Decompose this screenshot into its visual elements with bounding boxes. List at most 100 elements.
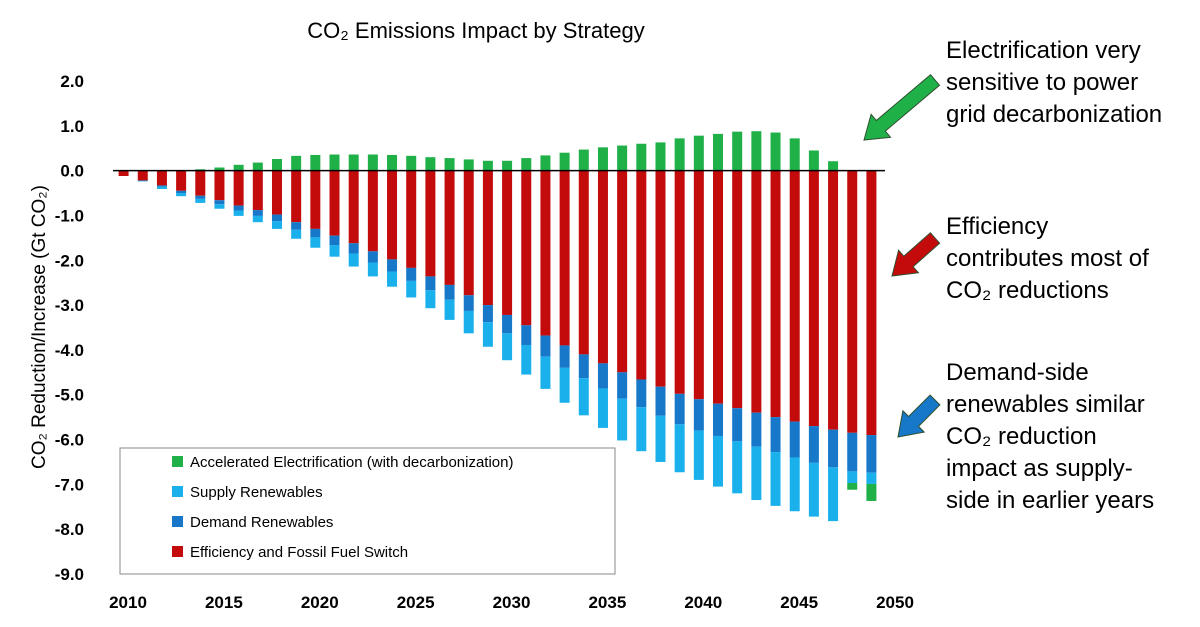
- annotation-electrification: Electrification very sensitive to power …: [946, 37, 1163, 128]
- bar-segment: [617, 170, 628, 373]
- bar-segment: [559, 170, 570, 346]
- y-tick-label: -7.0: [55, 475, 84, 494]
- x-tick-label: 2030: [493, 593, 531, 612]
- bar-segment: [770, 417, 781, 453]
- x-tick-label: 2045: [780, 593, 818, 612]
- bar-segment: [137, 170, 148, 181]
- bar-segment: [578, 354, 589, 379]
- bar-segment: [329, 245, 340, 257]
- bar-segment: [425, 276, 436, 291]
- bar-segment: [137, 180, 148, 182]
- bar-segment: [828, 467, 839, 522]
- bar-segment: [214, 204, 225, 209]
- bar-segment: [636, 143, 647, 171]
- bar-segment: [233, 164, 244, 171]
- bar-segment: [578, 149, 589, 171]
- bar-segment: [521, 344, 532, 375]
- bar-segment: [597, 388, 608, 428]
- bar-segment: [847, 471, 858, 484]
- y-tick-label: -1.0: [55, 206, 84, 225]
- bar-segment: [463, 310, 474, 334]
- bar-segment: [156, 170, 167, 186]
- bar-segment: [578, 170, 589, 355]
- bar-segment: [310, 170, 321, 229]
- legend-swatch: [172, 516, 183, 527]
- bar-segment: [693, 135, 704, 171]
- bar-segment: [367, 154, 378, 171]
- bar-segment: [866, 472, 877, 484]
- bar-segment: [329, 154, 340, 171]
- bar-segment: [732, 131, 743, 171]
- x-tick-label: 2040: [684, 593, 722, 612]
- bar-segment: [502, 314, 513, 334]
- bar-segment: [597, 363, 608, 389]
- bar-segment: [751, 412, 762, 447]
- bar-segment: [252, 170, 263, 211]
- y-tick-label: -5.0: [55, 386, 84, 405]
- x-tick-label: 2035: [588, 593, 626, 612]
- bar-segment: [636, 379, 647, 408]
- bar-segment: [367, 251, 378, 263]
- bar-segment: [348, 154, 359, 171]
- bar-segment: [655, 142, 666, 171]
- bar-segment: [713, 403, 724, 436]
- bar-segment: [808, 170, 819, 427]
- bar-segment: [118, 170, 129, 177]
- bar-segment: [770, 452, 781, 506]
- annotation-arrow-icon: [891, 232, 941, 277]
- bar-segment: [156, 186, 167, 190]
- x-tick-label: 2050: [876, 593, 914, 612]
- bar-segment: [463, 159, 474, 171]
- bar-segment: [847, 483, 858, 490]
- bar-segment: [367, 170, 378, 252]
- bar-segment: [559, 345, 570, 368]
- bar-segment: [828, 170, 839, 430]
- annotation-arrow-icon: [897, 394, 941, 438]
- bar-segment: [463, 295, 474, 311]
- bar-segment: [271, 214, 282, 222]
- bar-segment: [521, 158, 532, 171]
- bar-segment: [597, 147, 608, 171]
- bar-segment: [502, 160, 513, 171]
- bar-segment: [751, 170, 762, 413]
- bar-segment: [271, 170, 282, 215]
- bar-segment: [540, 155, 551, 171]
- bar-segment: [617, 398, 628, 441]
- bar-segment: [310, 228, 321, 238]
- y-tick-label: 0.0: [60, 162, 84, 181]
- bar-segment: [502, 333, 513, 361]
- bar-segment: [597, 170, 608, 364]
- bar-segment: [540, 356, 551, 389]
- bar-segment: [693, 430, 704, 480]
- bar-segment: [291, 155, 302, 171]
- bar-segment: [655, 170, 666, 387]
- bar-segment: [482, 160, 493, 171]
- bar-segment: [578, 378, 589, 416]
- x-tick-label: 2015: [205, 593, 243, 612]
- y-tick-label: -8.0: [55, 520, 84, 539]
- annotation-arrow-icon: [863, 73, 941, 141]
- bar-segment: [444, 284, 455, 300]
- bar-segment: [674, 393, 685, 425]
- bar-segment: [233, 205, 244, 211]
- bar-segment: [406, 155, 417, 171]
- bar-segment: [425, 157, 436, 171]
- legend-label: Accelerated Electrification (with decarb…: [190, 454, 514, 471]
- bar-segment: [617, 145, 628, 171]
- bar-segment: [713, 170, 724, 404]
- chart-title: CO₂ Emissions Impact by Strategy: [307, 18, 645, 43]
- legend-swatch: [172, 546, 183, 557]
- bar-segment: [482, 322, 493, 347]
- x-tick-label: 2020: [301, 593, 339, 612]
- bar-segment: [502, 170, 513, 315]
- bar-segment: [425, 170, 436, 277]
- bar-segment: [406, 267, 417, 281]
- bar-segment: [425, 290, 436, 309]
- bar-segment: [713, 133, 724, 171]
- bar-segment: [808, 462, 819, 517]
- bar-segment: [732, 170, 743, 409]
- y-tick-label: -6.0: [55, 431, 84, 450]
- bar-segment: [866, 170, 877, 436]
- bar-segment: [789, 457, 800, 512]
- bar-segment: [444, 170, 455, 285]
